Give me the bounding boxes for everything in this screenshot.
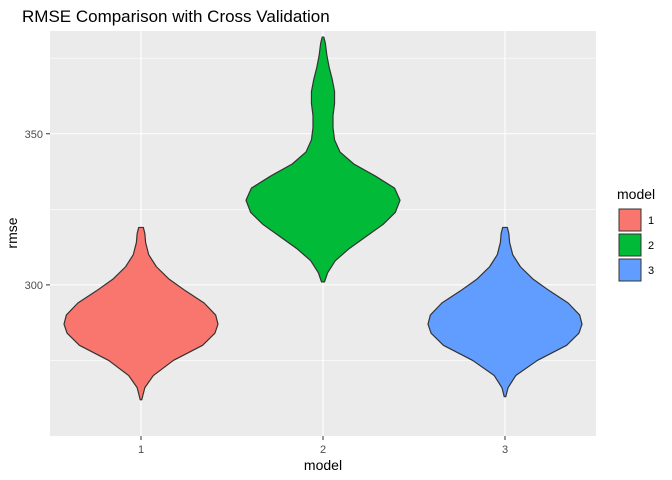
violin-model-3 (427, 226, 583, 398)
violin-model-1 (63, 226, 219, 401)
x-axis-title: model (304, 457, 342, 473)
y-axis-title: rmse (4, 217, 20, 248)
legend: model 1 2 3 (617, 186, 655, 282)
legend-key-1 (618, 208, 642, 232)
legend-label-2: 2 (648, 240, 654, 252)
x-tick-label: 1 (138, 444, 144, 456)
legend-label-1: 1 (648, 215, 654, 227)
y-tick-label: 350 (25, 129, 43, 141)
y-tick-label: 300 (25, 280, 43, 292)
legend-key-3 (618, 258, 642, 282)
legend-key-2 (618, 233, 642, 257)
x-tick-label: 2 (320, 444, 326, 456)
violin-model-2 (245, 36, 401, 283)
axes: 300 350 1 2 3 (25, 129, 508, 456)
x-tick-label: 3 (502, 444, 508, 456)
chart-title: RMSE Comparison with Cross Validation (22, 7, 330, 26)
violins (63, 36, 583, 401)
legend-title: model (617, 186, 655, 202)
legend-label-3: 3 (648, 265, 654, 277)
